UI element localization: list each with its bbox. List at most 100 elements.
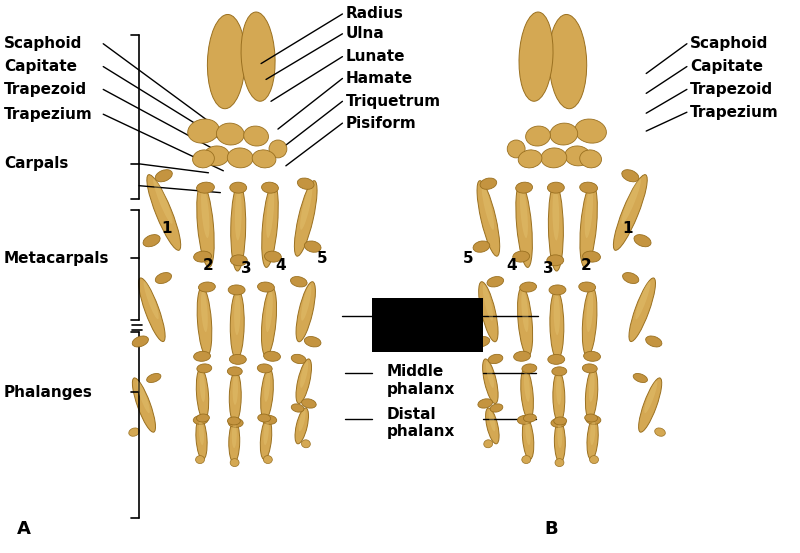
Ellipse shape (304, 337, 321, 347)
Ellipse shape (129, 428, 139, 436)
Ellipse shape (132, 378, 155, 432)
Text: 1: 1 (622, 221, 633, 236)
Ellipse shape (486, 361, 494, 388)
Ellipse shape (516, 182, 533, 193)
Text: Scaphoid: Scaphoid (4, 36, 82, 51)
Ellipse shape (554, 294, 560, 335)
Ellipse shape (622, 273, 638, 284)
Ellipse shape (580, 184, 598, 268)
Ellipse shape (262, 184, 278, 268)
Ellipse shape (633, 373, 647, 383)
Ellipse shape (524, 371, 530, 402)
Ellipse shape (482, 359, 498, 404)
Ellipse shape (586, 368, 598, 420)
Ellipse shape (551, 419, 566, 427)
Ellipse shape (295, 408, 309, 444)
Ellipse shape (590, 420, 595, 445)
Ellipse shape (291, 354, 306, 364)
Ellipse shape (146, 373, 161, 383)
Ellipse shape (614, 175, 647, 251)
Ellipse shape (489, 410, 495, 431)
Ellipse shape (194, 351, 210, 361)
Ellipse shape (230, 354, 246, 364)
Ellipse shape (262, 287, 277, 356)
Ellipse shape (585, 187, 593, 238)
Ellipse shape (301, 285, 311, 321)
Ellipse shape (487, 276, 503, 287)
Ellipse shape (590, 456, 598, 463)
Text: Hamate: Hamate (346, 71, 413, 86)
Text: 5: 5 (318, 251, 328, 265)
Text: 1: 1 (162, 221, 172, 236)
Text: 2: 2 (580, 258, 591, 273)
Ellipse shape (227, 148, 253, 168)
Ellipse shape (137, 380, 150, 413)
Ellipse shape (482, 285, 493, 321)
Ellipse shape (654, 428, 666, 436)
Ellipse shape (217, 123, 244, 145)
Ellipse shape (549, 14, 586, 109)
Ellipse shape (207, 14, 246, 109)
Ellipse shape (521, 368, 534, 420)
Ellipse shape (228, 285, 245, 295)
Ellipse shape (197, 182, 214, 193)
Ellipse shape (258, 282, 274, 292)
Ellipse shape (234, 294, 241, 335)
Text: Trapezium: Trapezium (4, 107, 93, 122)
Text: Trapezoid: Trapezoid (4, 82, 87, 97)
Ellipse shape (258, 364, 272, 373)
Ellipse shape (514, 351, 530, 361)
Ellipse shape (586, 415, 601, 424)
Ellipse shape (194, 251, 211, 262)
Ellipse shape (196, 368, 209, 420)
Ellipse shape (513, 251, 530, 262)
Ellipse shape (232, 423, 237, 448)
Ellipse shape (197, 364, 212, 373)
Ellipse shape (550, 290, 564, 359)
Ellipse shape (230, 458, 239, 467)
Text: 5: 5 (463, 251, 474, 265)
Ellipse shape (518, 415, 532, 424)
Ellipse shape (230, 255, 247, 266)
Ellipse shape (547, 182, 564, 193)
Ellipse shape (143, 234, 160, 247)
Ellipse shape (260, 418, 272, 460)
Ellipse shape (578, 282, 596, 292)
Ellipse shape (132, 336, 149, 347)
Ellipse shape (473, 241, 490, 252)
Ellipse shape (227, 417, 240, 425)
Ellipse shape (629, 278, 655, 342)
Ellipse shape (518, 287, 533, 356)
Ellipse shape (241, 12, 275, 101)
Ellipse shape (290, 276, 307, 287)
Ellipse shape (638, 378, 662, 432)
Ellipse shape (197, 287, 212, 356)
Text: 4: 4 (506, 258, 517, 273)
Ellipse shape (554, 421, 566, 463)
Ellipse shape (201, 290, 208, 332)
Ellipse shape (550, 123, 578, 145)
Ellipse shape (302, 399, 316, 408)
Ellipse shape (155, 273, 171, 284)
Ellipse shape (482, 185, 494, 229)
Ellipse shape (194, 415, 208, 424)
Ellipse shape (227, 367, 242, 376)
Ellipse shape (300, 185, 312, 229)
Bar (372, 298, 483, 352)
Ellipse shape (522, 364, 537, 373)
Text: Carpals: Carpals (4, 156, 68, 171)
Text: Metacarpals: Metacarpals (4, 251, 110, 265)
Ellipse shape (484, 440, 493, 448)
Ellipse shape (553, 371, 565, 423)
Text: 4: 4 (276, 258, 286, 273)
Ellipse shape (197, 184, 214, 268)
Ellipse shape (554, 417, 566, 425)
Text: Radius: Radius (346, 7, 403, 22)
Ellipse shape (555, 458, 564, 467)
Text: Phalanges: Phalanges (4, 385, 93, 400)
Ellipse shape (549, 285, 566, 295)
Text: 3: 3 (542, 260, 554, 275)
Ellipse shape (522, 290, 529, 332)
Ellipse shape (473, 337, 490, 347)
Ellipse shape (548, 184, 563, 271)
